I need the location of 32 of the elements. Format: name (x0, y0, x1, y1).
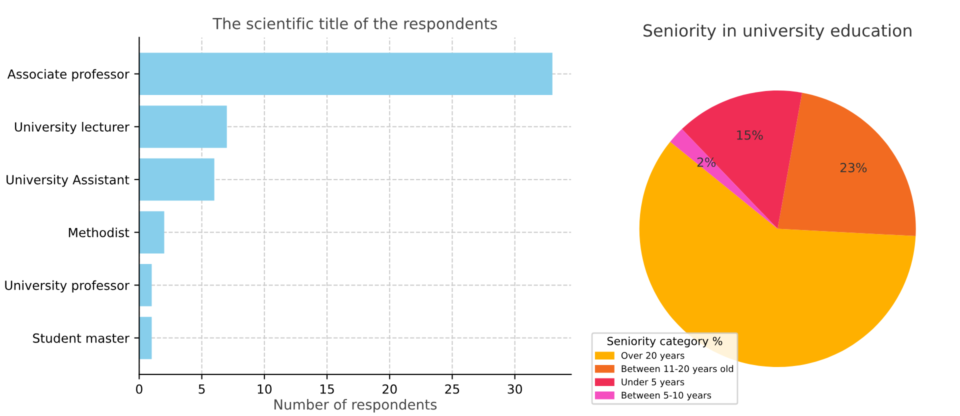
x-tick-label: 25 (445, 384, 460, 394)
pie-slice (778, 92, 916, 236)
chart-title: The scientific title of the respondents (212, 18, 497, 32)
y-tick-label: University Assistant (6, 174, 130, 187)
y-tick-label: University professor (5, 280, 130, 292)
x-tick-label: 5 (198, 384, 205, 394)
legend-title: Seniority category % (607, 336, 722, 348)
legend-label: Under 5 years (622, 378, 684, 388)
x-tick-label: 15 (320, 384, 334, 394)
y-tick-label: Associate professor (7, 69, 130, 82)
pie-slice (670, 129, 778, 229)
pie-slice (682, 90, 802, 229)
legend-label: Between 11-20 years old (622, 365, 734, 374)
legend-label: Over 20 years (621, 352, 684, 361)
x-tick-label: 0 (136, 384, 142, 394)
y-tick-label: University lecturer (14, 122, 130, 134)
bar (139, 106, 227, 148)
x-axis-title: Number of respondents (274, 399, 437, 412)
x-tick-label: 20 (382, 384, 397, 394)
bar (139, 211, 164, 254)
x-tick-label: 30 (508, 384, 522, 394)
bar (139, 264, 152, 306)
bar (139, 52, 552, 96)
y-tick-label: Methodist (68, 228, 130, 238)
legend-label: Between 5-10 years (622, 392, 712, 400)
chart-title: Seniority in university education (644, 24, 912, 40)
data-label: 23% (840, 162, 867, 172)
bar (139, 158, 214, 201)
x-tick-label: 10 (258, 384, 272, 394)
data-label: 15% (737, 130, 763, 140)
y-tick-label: Student master (33, 333, 130, 343)
bar (139, 316, 152, 360)
